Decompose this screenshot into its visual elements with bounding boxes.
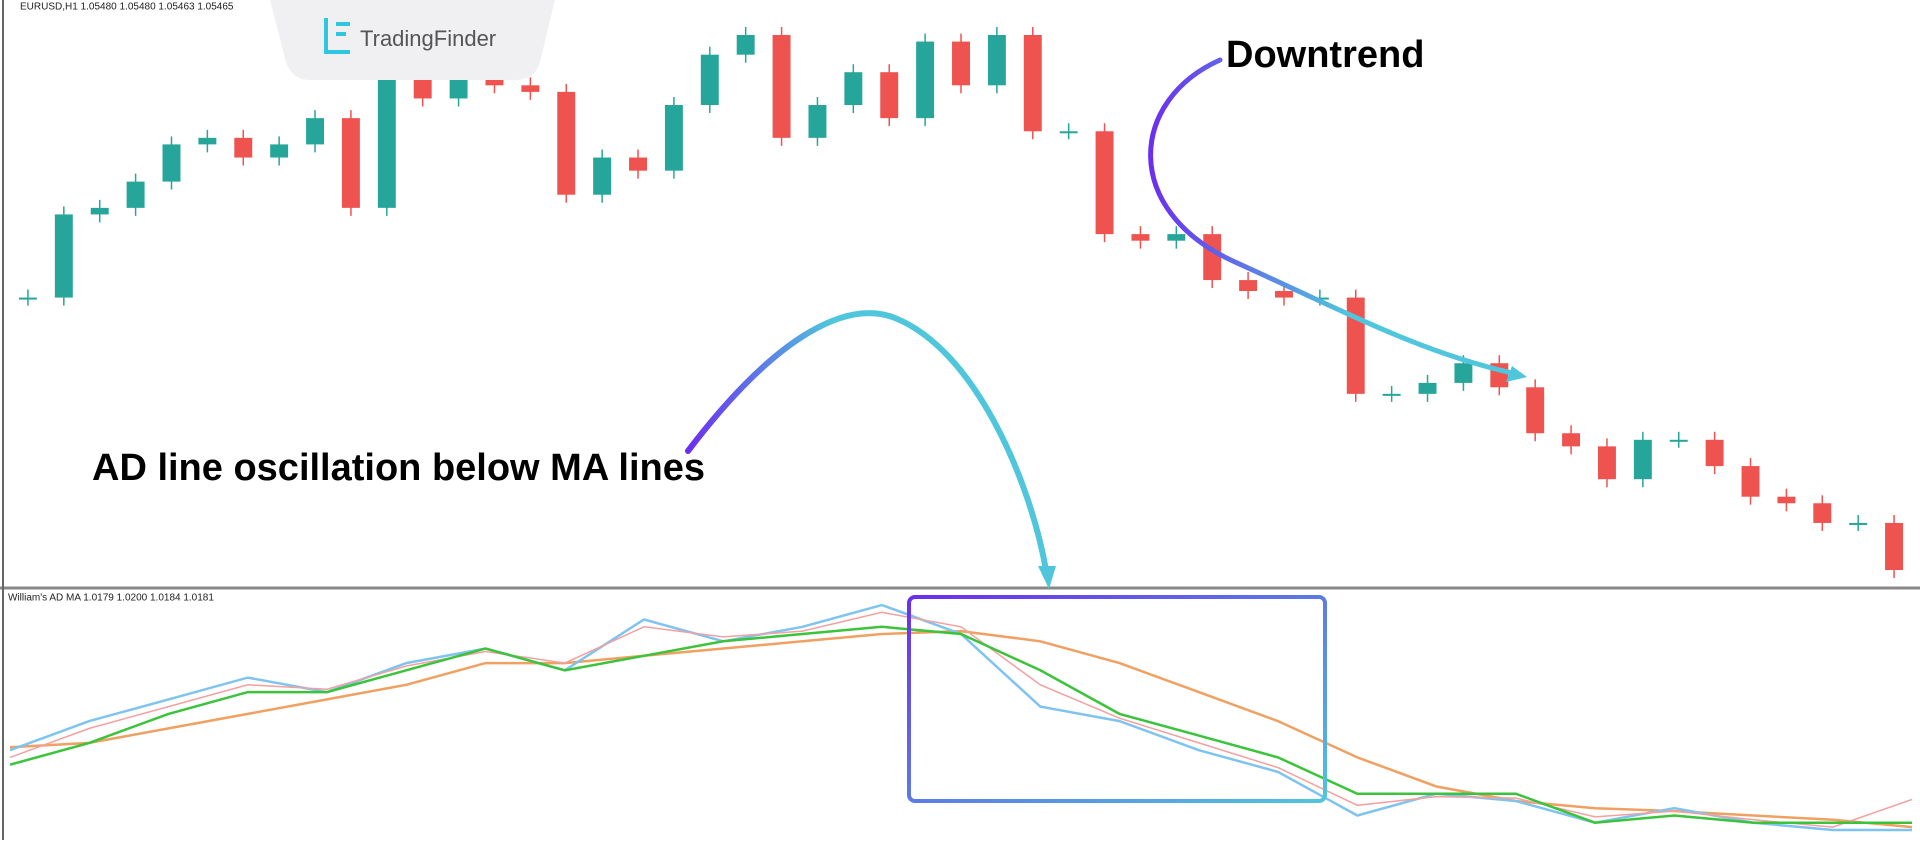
candle bbox=[1813, 503, 1832, 523]
indicator-pane bbox=[9, 603, 1913, 832]
candle bbox=[485, 78, 504, 86]
candle bbox=[1167, 234, 1186, 241]
candle bbox=[234, 137, 253, 158]
candle bbox=[18, 297, 37, 300]
candle bbox=[1131, 234, 1150, 241]
candle bbox=[880, 72, 899, 119]
candle bbox=[987, 35, 1006, 86]
candle bbox=[306, 118, 325, 145]
candle bbox=[1239, 280, 1258, 292]
candle bbox=[1597, 446, 1616, 480]
annotation: AD line oscillation below MA lines bbox=[92, 447, 705, 489]
candle bbox=[198, 137, 217, 145]
candle bbox=[1741, 466, 1760, 497]
candle bbox=[916, 41, 935, 119]
candle bbox=[1382, 393, 1401, 396]
price-pane bbox=[18, 27, 1904, 578]
candle bbox=[126, 181, 145, 208]
candle bbox=[1275, 291, 1293, 298]
candle bbox=[808, 105, 827, 138]
candle bbox=[1562, 433, 1581, 447]
candle bbox=[557, 91, 576, 195]
candle bbox=[1633, 439, 1652, 480]
indicator-line bbox=[9, 603, 1912, 832]
candle bbox=[772, 35, 791, 138]
logo-box bbox=[270, 0, 555, 80]
candle bbox=[1418, 382, 1437, 394]
arrow-head bbox=[1038, 566, 1056, 589]
candle bbox=[1095, 131, 1114, 235]
arrow bbox=[1148, 57, 1515, 376]
candle bbox=[270, 144, 289, 158]
annotation: Downtrend bbox=[1226, 34, 1424, 76]
arrow-head bbox=[1506, 366, 1527, 382]
arrow bbox=[685, 310, 1049, 573]
symbol-info: EURUSD,H1 1.05480 1.05480 1.05463 1.0546… bbox=[20, 2, 234, 13]
candle bbox=[521, 85, 540, 92]
candle bbox=[341, 118, 360, 208]
logo-text: TradingFinder bbox=[360, 26, 496, 51]
candle bbox=[629, 157, 647, 171]
candle bbox=[700, 54, 719, 106]
candle bbox=[664, 105, 683, 171]
candle bbox=[377, 72, 396, 208]
candle bbox=[844, 72, 863, 106]
indicator-line bbox=[9, 625, 1912, 824]
candle bbox=[449, 78, 468, 99]
candle bbox=[1059, 131, 1078, 134]
candle bbox=[952, 41, 970, 86]
candle bbox=[162, 144, 181, 182]
logo-icon bbox=[324, 18, 350, 54]
candle bbox=[54, 214, 73, 298]
candle bbox=[90, 207, 109, 215]
candle bbox=[1705, 439, 1724, 467]
candle bbox=[1885, 522, 1904, 570]
candle bbox=[1669, 439, 1688, 442]
indicator-line bbox=[9, 629, 1913, 829]
highlight-box bbox=[907, 595, 1327, 803]
candle bbox=[1849, 522, 1868, 525]
indicator-line bbox=[9, 611, 1913, 828]
candle bbox=[1454, 363, 1473, 383]
candle bbox=[736, 35, 755, 55]
indicator-info: William's AD MA 1.0179 1.0200 1.0184 1.0… bbox=[8, 593, 214, 604]
candle bbox=[1777, 496, 1796, 504]
candle bbox=[1203, 234, 1222, 281]
candle bbox=[1023, 35, 1042, 132]
candle bbox=[593, 157, 612, 195]
candle bbox=[1526, 387, 1545, 434]
